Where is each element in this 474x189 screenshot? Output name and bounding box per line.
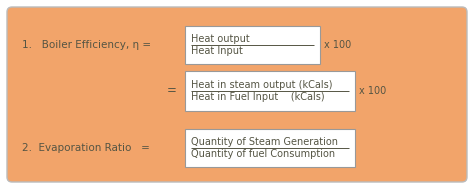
Text: Heat Input: Heat Input (191, 46, 243, 56)
Text: 2.  Evaporation Ratio   =: 2. Evaporation Ratio = (22, 143, 150, 153)
Text: Heat in Fuel Input    (kCals): Heat in Fuel Input (kCals) (191, 92, 325, 102)
FancyBboxPatch shape (185, 71, 355, 111)
Text: 1.   Boiler Efficiency, η =: 1. Boiler Efficiency, η = (22, 40, 151, 50)
Text: Quantity of Steam Generation: Quantity of Steam Generation (191, 137, 338, 147)
Text: =: = (167, 84, 177, 98)
FancyBboxPatch shape (185, 129, 355, 167)
Text: Quantity of fuel Consumption: Quantity of fuel Consumption (191, 149, 335, 159)
Text: x 100: x 100 (359, 86, 386, 96)
FancyBboxPatch shape (185, 26, 320, 64)
Text: Heat output: Heat output (191, 34, 250, 44)
Text: Heat in steam output (kCals): Heat in steam output (kCals) (191, 80, 332, 90)
Text: x 100: x 100 (324, 40, 351, 50)
FancyBboxPatch shape (7, 7, 467, 182)
